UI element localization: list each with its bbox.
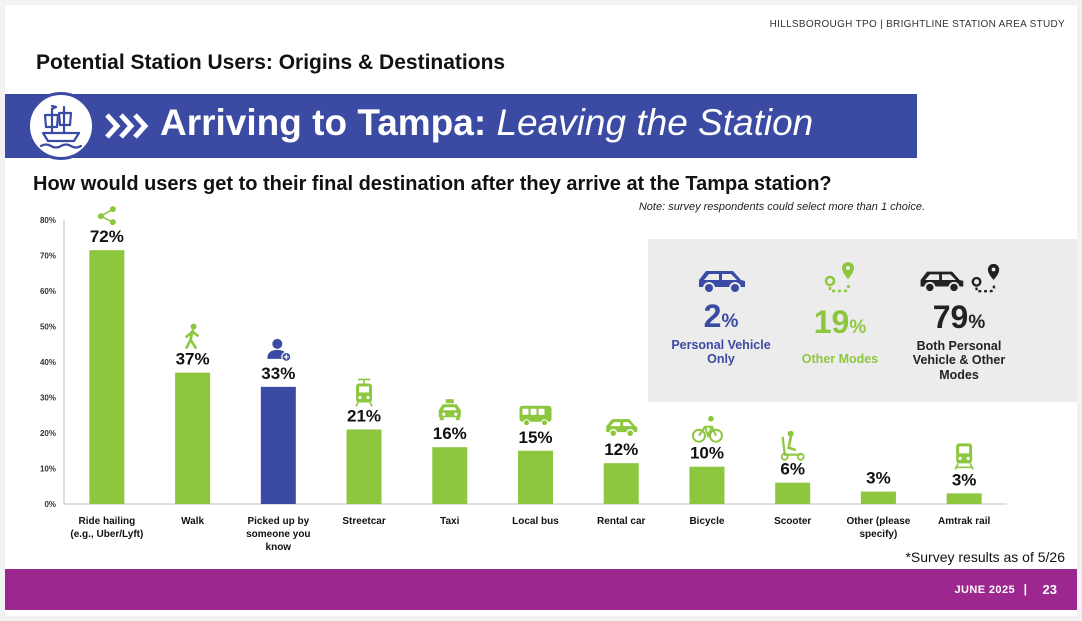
data-label: 10%: [690, 444, 724, 463]
data-label: 3%: [952, 470, 977, 489]
y-tick-label: 30%: [40, 394, 56, 403]
walk-icon: [185, 323, 199, 349]
category-label: Other (please: [846, 516, 910, 527]
category-label: Taxi: [440, 516, 459, 527]
bar: [260, 386, 296, 504]
route-icon: [824, 262, 854, 293]
bicycle-icon: [691, 415, 723, 443]
title-banner: Arriving to Tampa: Leaving the Station: [5, 92, 917, 160]
y-tick-label: 20%: [40, 429, 56, 438]
bus-icon: [519, 405, 552, 427]
train-icon: [954, 443, 974, 470]
summary-label: Both Personal Vehicle & Other Modes: [912, 339, 1006, 382]
category-label: Ride hailing: [79, 516, 136, 527]
summary-label: Personal Vehicle Only: [671, 338, 771, 367]
category-label: Scooter: [774, 516, 811, 527]
category-label: Picked up by: [247, 516, 309, 527]
bar: [175, 372, 211, 504]
banner-title-sub: Leaving the Station: [496, 102, 814, 143]
data-label: 6%: [780, 460, 805, 479]
summary-other-modes: 19% Other Modes: [788, 259, 892, 366]
y-tick-label: 60%: [40, 287, 56, 296]
route-icon: [971, 263, 1000, 293]
chevrons-icon: [103, 109, 153, 148]
bar: [689, 466, 725, 504]
ship-logo-icon: [27, 92, 95, 160]
category-label: specify): [860, 529, 898, 540]
slide: HILLSBOROUGH TPO | BRIGHTLINE STATION AR…: [5, 5, 1077, 616]
streetcar-icon: [355, 378, 373, 407]
page-subtitle: Potential Station Users: Origins & Desti…: [36, 51, 506, 74]
summary-panel: 2% Personal Vehicle Only 19% Other Modes: [648, 239, 1077, 402]
bar: [432, 447, 468, 504]
category-label: someone you: [246, 529, 310, 540]
footer-separator: |: [1023, 582, 1027, 596]
data-label: 12%: [604, 440, 638, 459]
header-org: HILLSBOROUGH TPO | BRIGHTLINE STATION AR…: [769, 19, 1065, 30]
data-label: 3%: [866, 469, 891, 488]
banner-title: Arriving to Tampa: Leaving the Station: [160, 102, 813, 144]
y-tick-label: 10%: [40, 465, 56, 474]
bar: [89, 250, 125, 504]
y-tick-label: 70%: [40, 252, 56, 261]
category-label: (e.g., Uber/Lyft): [70, 529, 143, 540]
footer-date: JUNE 2025: [954, 584, 1015, 596]
y-tick-label: 50%: [40, 323, 56, 332]
data-label: 72%: [90, 227, 124, 246]
footer-bar: JUNE 2025 | 23: [5, 569, 1077, 610]
share-icon: [97, 206, 116, 226]
y-tick-label: 40%: [40, 358, 56, 367]
page-number: 23: [1042, 582, 1057, 597]
bar: [346, 429, 382, 504]
summary-label: Other Modes: [801, 352, 879, 366]
car-icon: [699, 271, 745, 294]
bar: [946, 493, 982, 504]
bar: [775, 482, 811, 504]
summary-personal-vehicle: 2% Personal Vehicle Only: [656, 265, 786, 367]
summary-pct: 79%: [932, 299, 986, 335]
banner-title-main: Arriving to Tampa:: [160, 102, 487, 143]
category-label: Amtrak rail: [938, 516, 990, 527]
y-tick-label: 0%: [44, 500, 56, 509]
person-add-icon: [267, 338, 292, 362]
summary-both: 79% Both Personal Vehicle & Other Modes: [894, 261, 1024, 382]
summary-pct: 19%: [813, 304, 867, 340]
category-label: Streetcar: [342, 516, 385, 527]
data-label: 37%: [176, 350, 210, 369]
data-label: 21%: [347, 406, 381, 425]
data-label: 15%: [518, 428, 552, 447]
category-label: Walk: [181, 516, 204, 527]
category-label: know: [266, 542, 292, 553]
bar-chart: 0% 10% 20% 30% 40% 50% 60% 70% 80% 72% Ride hailin…: [40, 206, 1007, 553]
data-label: 16%: [433, 424, 467, 443]
footnote: *Survey results as of 5/26: [905, 549, 1065, 565]
category-label: Bicycle: [689, 516, 724, 527]
bar: [518, 450, 553, 504]
bar: [603, 463, 639, 504]
data-label: 33%: [261, 364, 295, 383]
car-icon: [606, 419, 638, 438]
y-tick-label: 80%: [40, 216, 56, 225]
chart-question: How would users get to their final desti…: [33, 173, 832, 195]
taxi-icon: [438, 399, 461, 421]
bar: [860, 491, 896, 504]
summary-pct: 2%: [703, 298, 739, 334]
scooter-icon: [780, 430, 805, 461]
survey-note: Note: survey respondents could select mo…: [638, 201, 925, 213]
car-icon: [920, 271, 964, 293]
category-label: Local bus: [512, 516, 559, 527]
category-label: Rental car: [597, 516, 645, 527]
